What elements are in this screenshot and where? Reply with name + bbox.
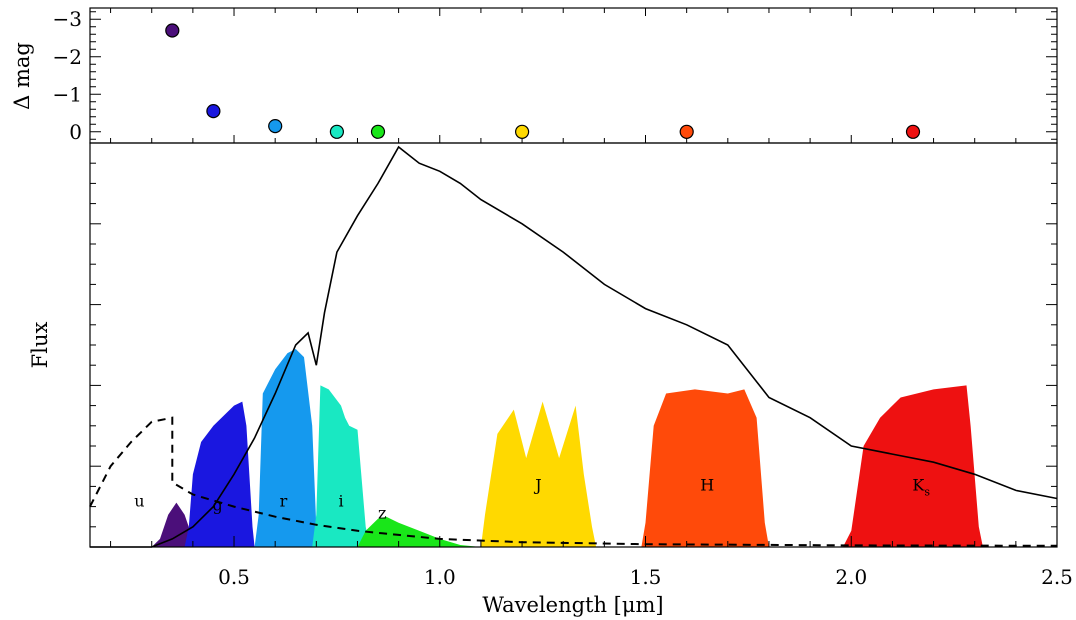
y-axis-title: Flux [28,322,52,369]
filter-curves [151,349,983,547]
filter-i [312,385,370,547]
band-label-h: H [700,475,714,494]
delta-mag-point-h [679,124,694,139]
band-label-r: r [280,492,288,511]
top-grid-ticks [90,8,1058,143]
delta-mag-point-z [370,124,386,139]
top-y-axis-title: Δ mag [10,42,34,110]
top-y-tick-label: −3 [53,7,82,31]
filter-g [184,401,255,547]
bottom-panel-frame [89,142,1058,548]
x-tick-labels: 0.5 1.0 1.5 2.0 2.5 [218,565,1073,589]
top-y-tick-label: −1 [53,82,82,106]
band-label-subscript: s [924,485,930,498]
x-tick-label: 1.0 [424,565,456,589]
delta-mag-point-r [268,118,283,134]
filter-j [480,401,597,547]
x-axis-title: Wavelength [μm] [482,593,663,617]
band-label-i: i [338,492,343,511]
band-label-u: u [134,492,144,511]
delta-mag-point-g [206,103,221,119]
top-y-tick-label: 0 [69,120,82,144]
filter-r [254,349,321,547]
x-tick-label: 1.5 [630,565,662,589]
x-tick-label: 0.5 [218,565,250,589]
top-points [165,23,921,139]
x-tick-label: 2.0 [835,565,867,589]
top-panel-frame [89,7,1058,144]
delta-mag-point-j [514,124,530,139]
spectrum-solid-line [90,145,1058,548]
bottom-panel: u g r izJ H Ks 0.5 1.0 1.5 2.0 2.5 Wavelength [μm… [28,142,1073,617]
top-panel: 0 −1 −2 −3 Δ mag [10,7,1058,144]
top-y-tick-label: −2 [53,45,82,69]
bottom-ticks [90,142,1058,548]
delta-mag-point-ks [905,124,921,139]
filter-u [151,502,197,547]
filter-z [357,516,481,547]
delta-mag-point-u [165,23,180,38]
band-label-g: g [212,496,222,515]
filter-h [641,389,769,547]
band-label-z: z [378,504,386,523]
delta-mag-point-i [329,124,344,139]
band-label-j: J [533,475,541,494]
top-y-tick-labels: 0 −1 −2 −3 [53,7,82,144]
x-tick-label: 2.5 [1041,565,1073,589]
filter-ks [843,385,983,547]
